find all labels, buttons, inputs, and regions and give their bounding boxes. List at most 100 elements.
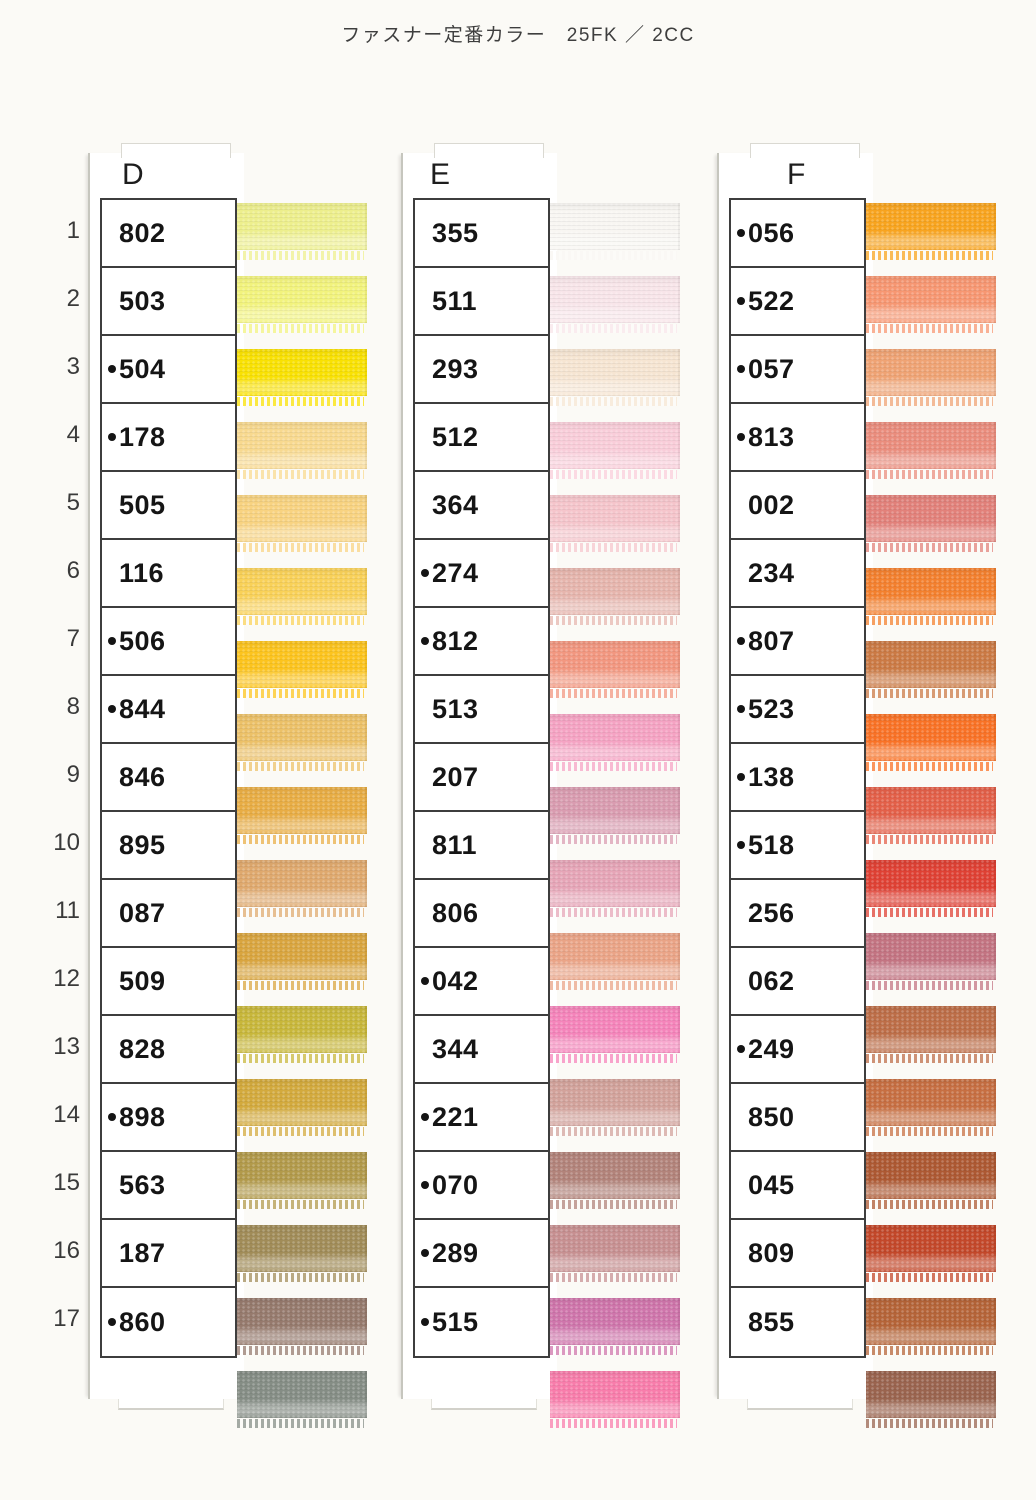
column-letter: F bbox=[787, 158, 806, 191]
color-code-cell: 809 bbox=[731, 1220, 864, 1288]
color-code-cell: 523 bbox=[731, 676, 864, 744]
zipper-teeth bbox=[237, 1054, 365, 1063]
code-table: 355 511 293 512 364 274 812 513 207 811 806 042 344 2… bbox=[413, 198, 550, 1358]
fabric-tape bbox=[550, 1371, 680, 1418]
fabric-swatch bbox=[237, 568, 367, 636]
code-table: 802 503 504 178 505 116 506 844 846 895 087 509 828 8… bbox=[100, 198, 237, 1358]
zipper-teeth bbox=[237, 251, 365, 260]
row-number: 14 bbox=[53, 1101, 80, 1128]
color-code: 002 bbox=[748, 489, 795, 520]
row-number: 17 bbox=[53, 1305, 80, 1332]
color-code: 138 bbox=[748, 761, 795, 792]
color-code: 355 bbox=[432, 217, 479, 248]
zipper-teeth bbox=[866, 1273, 994, 1282]
fabric-swatch bbox=[550, 1152, 680, 1220]
zipper-teeth bbox=[237, 324, 365, 333]
zipper-teeth bbox=[866, 908, 994, 917]
zipper-teeth bbox=[237, 981, 365, 990]
color-code-cell: 221 bbox=[415, 1084, 548, 1152]
fabric-swatch bbox=[237, 787, 367, 855]
color-code-cell: 138 bbox=[731, 744, 864, 812]
color-code: 846 bbox=[119, 761, 166, 792]
zipper-teeth bbox=[550, 1200, 678, 1209]
selected-dot bbox=[108, 1318, 116, 1326]
fabric-tape bbox=[866, 276, 996, 323]
color-code: 057 bbox=[748, 353, 795, 384]
fabric-tape bbox=[866, 422, 996, 469]
zipper-teeth bbox=[866, 1419, 994, 1428]
fabric-swatch bbox=[866, 933, 996, 1001]
fabric-tape bbox=[237, 1152, 367, 1199]
color-code: 506 bbox=[119, 625, 166, 656]
fabric-swatch bbox=[237, 495, 367, 563]
color-code: 809 bbox=[748, 1237, 795, 1268]
color-code: 509 bbox=[119, 965, 166, 996]
fabric-swatch bbox=[237, 641, 367, 709]
fabric-tape bbox=[550, 203, 680, 250]
color-code: 807 bbox=[748, 625, 795, 656]
color-code: 563 bbox=[119, 1169, 166, 1200]
fabric-tape bbox=[866, 787, 996, 834]
selected-dot bbox=[737, 773, 745, 781]
color-code-cell: 178 bbox=[102, 404, 235, 472]
zipper-teeth bbox=[237, 689, 365, 698]
color-code: 850 bbox=[748, 1101, 795, 1132]
card-bottom-tab bbox=[747, 1399, 853, 1410]
fabric-tape bbox=[237, 1225, 367, 1272]
fabric-tape bbox=[866, 1079, 996, 1126]
color-code-cell: 860 bbox=[102, 1288, 235, 1356]
color-code: 116 bbox=[119, 557, 165, 588]
fabric-tape bbox=[550, 422, 680, 469]
zipper-teeth bbox=[866, 616, 994, 625]
color-code: 895 bbox=[119, 829, 166, 860]
color-code-cell: 513 bbox=[415, 676, 548, 744]
fabric-swatch bbox=[866, 1152, 996, 1220]
color-code: 056 bbox=[748, 217, 795, 248]
color-code-cell: 828 bbox=[102, 1016, 235, 1084]
selected-dot bbox=[421, 1318, 429, 1326]
fabric-swatch bbox=[866, 1371, 996, 1439]
color-code: 364 bbox=[432, 489, 479, 520]
fabric-swatch bbox=[550, 933, 680, 1001]
swatch-stack bbox=[237, 198, 367, 1439]
fabric-swatch bbox=[550, 1371, 680, 1439]
color-code-cell: 234 bbox=[731, 540, 864, 608]
color-code-cell: 503 bbox=[102, 268, 235, 336]
zipper-teeth bbox=[550, 1054, 678, 1063]
selected-dot bbox=[421, 977, 429, 985]
fabric-swatch bbox=[237, 1079, 367, 1147]
fabric-tape bbox=[866, 1152, 996, 1199]
color-code: 860 bbox=[119, 1306, 166, 1337]
color-code: 812 bbox=[432, 625, 479, 656]
color-code: 221 bbox=[432, 1101, 479, 1132]
color-code: 813 bbox=[748, 421, 795, 452]
color-code-cell: 850 bbox=[731, 1084, 864, 1152]
color-code: 806 bbox=[432, 897, 479, 928]
fabric-swatch bbox=[866, 1225, 996, 1293]
color-code: 045 bbox=[748, 1169, 795, 1200]
fabric-tape bbox=[550, 349, 680, 396]
color-code: 289 bbox=[432, 1237, 479, 1268]
zipper-teeth bbox=[237, 835, 365, 844]
row-number: 7 bbox=[66, 625, 80, 652]
swatch-stack bbox=[550, 198, 680, 1439]
color-code-cell: 895 bbox=[102, 812, 235, 880]
color-code: 293 bbox=[432, 353, 479, 384]
fabric-swatch bbox=[550, 1298, 680, 1366]
row-number: 5 bbox=[66, 489, 80, 516]
color-code: 855 bbox=[748, 1306, 795, 1337]
zipper-teeth bbox=[550, 1273, 678, 1282]
swatch-stack bbox=[866, 198, 996, 1439]
fabric-swatch bbox=[550, 1079, 680, 1147]
fabric-swatch bbox=[550, 276, 680, 344]
color-code-cell: 505 bbox=[102, 472, 235, 540]
fabric-swatch bbox=[237, 203, 367, 271]
fabric-tape bbox=[237, 714, 367, 761]
fabric-tape bbox=[550, 495, 680, 542]
fabric-tape bbox=[866, 641, 996, 688]
selected-dot bbox=[108, 365, 116, 373]
color-code-cell: 806 bbox=[415, 880, 548, 948]
row-number: 3 bbox=[66, 353, 80, 380]
column-letter: E bbox=[430, 158, 451, 191]
selected-dot bbox=[421, 637, 429, 645]
